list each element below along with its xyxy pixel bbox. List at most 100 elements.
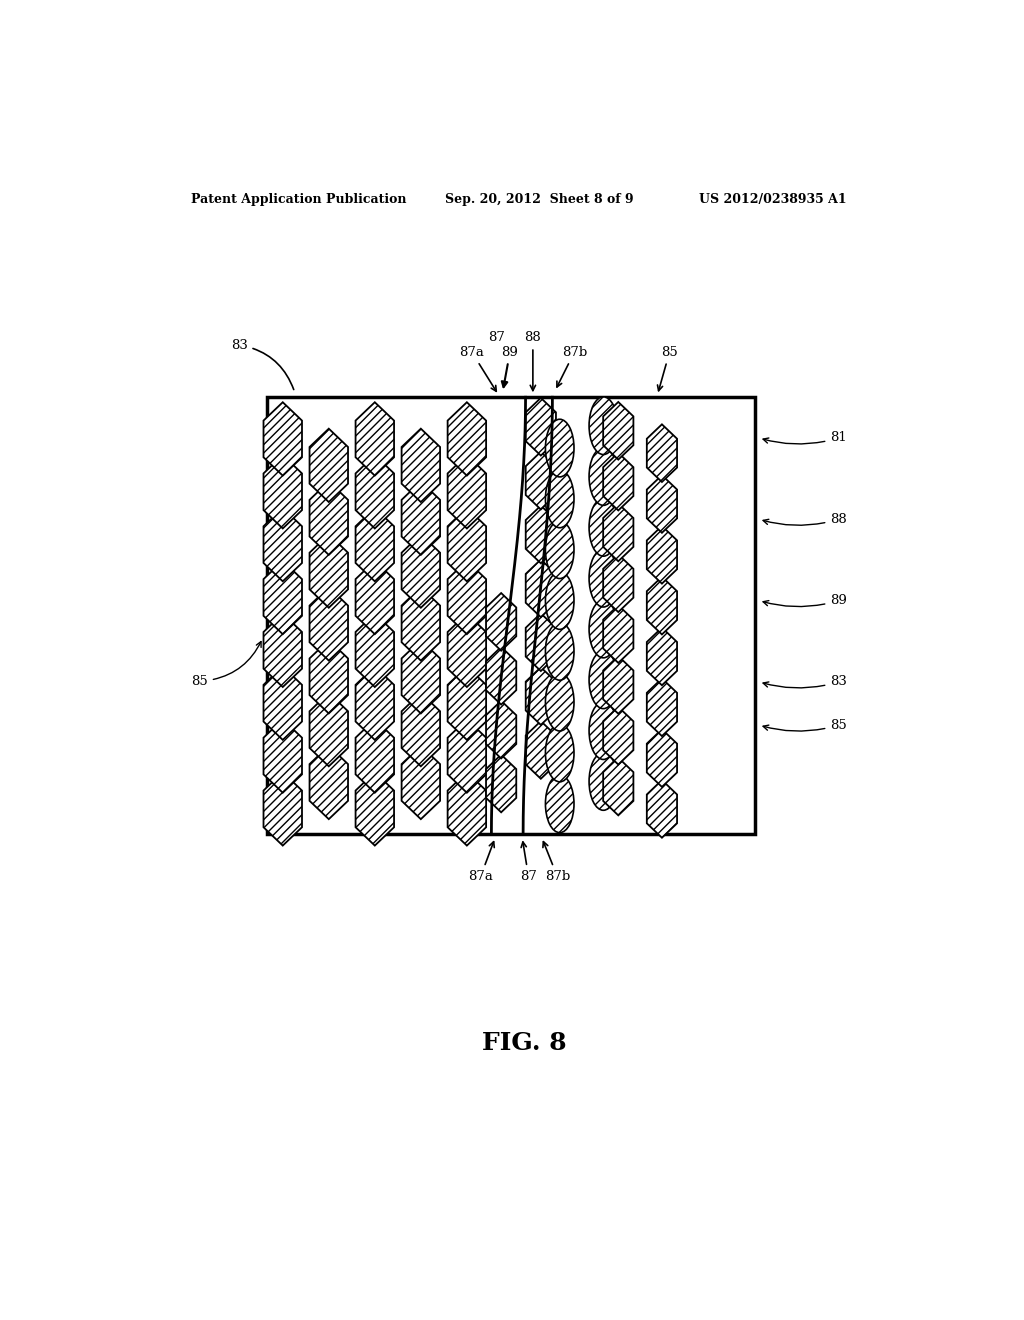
Bar — [267, 397, 755, 834]
Ellipse shape — [589, 447, 617, 506]
Text: 87a: 87a — [460, 346, 497, 391]
Polygon shape — [486, 647, 516, 705]
Polygon shape — [263, 719, 302, 793]
Polygon shape — [309, 535, 348, 607]
Ellipse shape — [589, 499, 617, 556]
Polygon shape — [355, 403, 394, 475]
Polygon shape — [355, 772, 394, 846]
Ellipse shape — [546, 420, 574, 477]
Ellipse shape — [589, 752, 617, 810]
Polygon shape — [525, 397, 556, 455]
Polygon shape — [647, 525, 677, 583]
Polygon shape — [447, 719, 486, 793]
Polygon shape — [647, 424, 677, 482]
Text: 89: 89 — [502, 346, 518, 387]
Text: 83: 83 — [763, 676, 847, 688]
Polygon shape — [603, 554, 634, 612]
Text: 89: 89 — [763, 594, 847, 607]
Polygon shape — [647, 729, 677, 787]
Ellipse shape — [546, 673, 574, 731]
Polygon shape — [309, 746, 348, 820]
Polygon shape — [355, 561, 394, 634]
Text: 87b: 87b — [557, 346, 587, 387]
Polygon shape — [486, 593, 516, 651]
Polygon shape — [603, 606, 634, 663]
Polygon shape — [447, 772, 486, 846]
Polygon shape — [447, 508, 486, 581]
Polygon shape — [525, 721, 556, 779]
Polygon shape — [603, 656, 634, 714]
Polygon shape — [647, 780, 677, 838]
Text: 85: 85 — [657, 346, 678, 391]
Polygon shape — [263, 403, 302, 475]
Polygon shape — [525, 451, 556, 510]
Polygon shape — [263, 561, 302, 634]
Polygon shape — [309, 693, 348, 767]
Polygon shape — [447, 667, 486, 741]
Ellipse shape — [589, 702, 617, 759]
Polygon shape — [647, 627, 677, 685]
Ellipse shape — [589, 651, 617, 709]
Text: 87a: 87a — [468, 842, 495, 883]
Polygon shape — [355, 508, 394, 581]
Text: US 2012/0238935 A1: US 2012/0238935 A1 — [699, 193, 847, 206]
Polygon shape — [603, 453, 634, 511]
Text: 87: 87 — [487, 331, 505, 345]
Polygon shape — [401, 429, 440, 502]
Polygon shape — [603, 758, 634, 816]
Polygon shape — [525, 614, 556, 671]
Polygon shape — [355, 667, 394, 741]
Polygon shape — [263, 455, 302, 528]
Polygon shape — [263, 772, 302, 846]
Polygon shape — [447, 561, 486, 634]
Polygon shape — [603, 504, 634, 561]
Polygon shape — [525, 506, 556, 564]
Polygon shape — [401, 746, 440, 820]
Text: 81: 81 — [763, 432, 847, 445]
Text: 87: 87 — [520, 842, 537, 883]
Text: 88: 88 — [763, 512, 847, 525]
Text: Sep. 20, 2012  Sheet 8 of 9: Sep. 20, 2012 Sheet 8 of 9 — [445, 193, 634, 206]
Polygon shape — [309, 587, 348, 660]
Text: Patent Application Publication: Patent Application Publication — [191, 193, 407, 206]
Polygon shape — [263, 667, 302, 741]
Text: 85: 85 — [763, 718, 847, 731]
Polygon shape — [525, 560, 556, 618]
Polygon shape — [647, 678, 677, 737]
Polygon shape — [447, 614, 486, 686]
Polygon shape — [486, 755, 516, 812]
Polygon shape — [603, 403, 634, 459]
Ellipse shape — [546, 470, 574, 528]
Polygon shape — [355, 614, 394, 686]
Polygon shape — [447, 455, 486, 528]
Polygon shape — [647, 475, 677, 533]
Polygon shape — [309, 640, 348, 713]
Ellipse shape — [546, 775, 574, 833]
Polygon shape — [401, 482, 440, 554]
Polygon shape — [309, 429, 348, 502]
Ellipse shape — [589, 601, 617, 657]
Polygon shape — [401, 693, 440, 767]
Polygon shape — [355, 719, 394, 793]
Text: 83: 83 — [230, 338, 294, 389]
Polygon shape — [603, 708, 634, 764]
Text: 88: 88 — [524, 331, 542, 391]
Polygon shape — [401, 535, 440, 607]
Polygon shape — [447, 403, 486, 475]
Ellipse shape — [546, 623, 574, 680]
Ellipse shape — [546, 572, 574, 630]
Polygon shape — [263, 508, 302, 581]
Ellipse shape — [546, 521, 574, 578]
Polygon shape — [309, 482, 348, 554]
Polygon shape — [263, 614, 302, 686]
Ellipse shape — [589, 397, 617, 454]
Polygon shape — [486, 701, 516, 759]
Text: FIG. 8: FIG. 8 — [482, 1031, 567, 1055]
Polygon shape — [525, 667, 556, 725]
Polygon shape — [647, 577, 677, 635]
Ellipse shape — [546, 725, 574, 781]
Ellipse shape — [589, 549, 617, 607]
Polygon shape — [401, 587, 440, 660]
Text: 87b: 87b — [543, 842, 570, 883]
Polygon shape — [401, 640, 440, 713]
